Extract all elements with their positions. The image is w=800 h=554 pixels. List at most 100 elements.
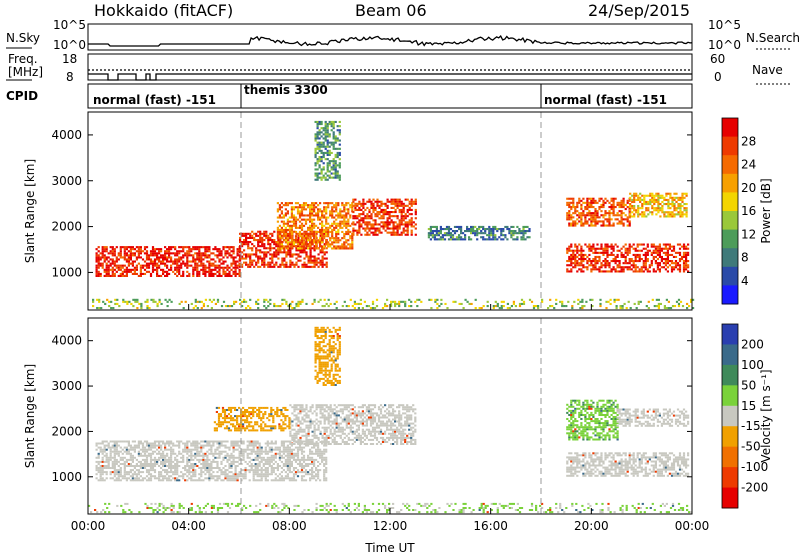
range-gate-cell xyxy=(260,469,263,472)
range-gate-cell xyxy=(656,266,659,269)
range-gate-cell xyxy=(117,440,120,443)
range-gate-cell xyxy=(270,465,273,467)
range-gate-cell xyxy=(668,264,671,267)
range-gate-cell xyxy=(251,247,254,250)
range-gate-cell xyxy=(97,272,100,275)
range-gate-cell xyxy=(162,477,165,480)
range-gate-cell xyxy=(97,264,100,267)
range-gate-cell xyxy=(600,262,603,265)
range-gate-cell xyxy=(400,215,403,218)
range-gate-cell xyxy=(656,247,659,250)
range-gate-cell xyxy=(566,264,569,267)
range-gate-cell xyxy=(320,141,323,144)
range-gate-cell xyxy=(182,454,185,457)
range-gate-cell xyxy=(396,229,399,232)
range-gate-cell xyxy=(121,463,124,465)
range-gate-cell xyxy=(356,217,359,220)
range-gate-cell xyxy=(572,216,575,219)
range-gate-cell xyxy=(360,219,363,222)
range-gate-cell xyxy=(455,236,459,239)
range-gate-cell xyxy=(153,258,157,261)
range-gate-cell xyxy=(143,450,147,453)
range-gate-cell xyxy=(636,249,639,252)
range-gate-cell xyxy=(125,274,128,277)
range-gate-cell xyxy=(614,260,617,263)
range-gate-cell xyxy=(512,225,515,228)
range-gate-cell xyxy=(190,444,193,447)
range-gate-cell xyxy=(436,298,439,301)
nave-label: Nave xyxy=(752,63,783,77)
range-gate-cell xyxy=(460,230,463,233)
range-gate-cell xyxy=(212,477,215,480)
range-gate-cell xyxy=(196,258,199,261)
range-gate-cell xyxy=(172,465,175,467)
range-gate-cell xyxy=(394,198,397,201)
range-gate-cell xyxy=(347,224,350,227)
range-gate-cell xyxy=(245,253,248,256)
range-gate-cell xyxy=(174,268,177,271)
range-gate-cell xyxy=(241,243,244,246)
range-gate-cell xyxy=(249,257,252,260)
range-gate-cell xyxy=(262,456,265,459)
range-gate-cell xyxy=(324,172,327,175)
range-gate-cell xyxy=(510,305,513,308)
range-gate-cell xyxy=(194,463,197,465)
range-gate-cell xyxy=(241,305,244,308)
range-gate-cell xyxy=(109,440,112,443)
range-gate-cell xyxy=(676,262,680,265)
range-gate-cell xyxy=(210,450,213,453)
range-gate-cell xyxy=(345,204,348,207)
range-gate-cell xyxy=(337,204,340,207)
range-gate-cell xyxy=(445,234,449,237)
range-gate-cell xyxy=(115,448,118,451)
range-gate-cell xyxy=(186,260,189,263)
range-gate-cell xyxy=(685,247,688,250)
range-gate-cell xyxy=(232,252,235,255)
range-gate-cell xyxy=(311,265,314,268)
range-gate-cell xyxy=(656,264,659,267)
range-gate-cell xyxy=(180,266,183,269)
range-gate-cell xyxy=(125,479,128,482)
range-gate-cell xyxy=(113,262,116,265)
range-gate-cell xyxy=(314,172,317,175)
range-gate-cell xyxy=(594,212,597,215)
range-gate-cell xyxy=(174,272,177,275)
range-gate-cell xyxy=(643,215,646,218)
range-gate-cell xyxy=(164,456,167,459)
range-gate-cell xyxy=(631,211,634,214)
range-gate-cell xyxy=(658,253,661,256)
range-gate-cell xyxy=(263,298,266,301)
range-gate-cell xyxy=(294,230,298,233)
range-gate-cell xyxy=(594,262,597,265)
range-gate-cell xyxy=(147,258,151,261)
range-gate-cell xyxy=(325,233,328,236)
range-gate-cell xyxy=(198,454,201,457)
range-gate-cell xyxy=(608,245,611,248)
range-gate-cell xyxy=(412,202,415,205)
range-gate-cell xyxy=(192,469,195,472)
range-gate-cell xyxy=(228,248,231,251)
range-gate-cell xyxy=(216,298,220,301)
range-gate-cell xyxy=(206,442,209,445)
range-gate-cell xyxy=(98,307,101,310)
range-gate-cell xyxy=(101,264,104,267)
range-gate-cell xyxy=(208,467,211,469)
range-gate-cell xyxy=(156,448,159,451)
range-gate-cell xyxy=(178,440,181,443)
range-gate-cell xyxy=(464,236,467,239)
range-gate-cell xyxy=(675,213,678,216)
range-gate-cell xyxy=(206,460,209,463)
range-gate-cell xyxy=(248,448,251,451)
range-gate-cell xyxy=(125,458,128,461)
range-gate-cell xyxy=(305,230,308,233)
range-gate-cell xyxy=(341,222,344,225)
range-gate-cell xyxy=(588,260,591,263)
range-gate-cell xyxy=(123,467,126,469)
range-gate-cell xyxy=(631,207,634,210)
range-gate-cell xyxy=(488,225,491,228)
range-gate-cell xyxy=(368,229,371,232)
range-gate-cell xyxy=(600,203,603,206)
range-gate-cell xyxy=(238,262,241,265)
range-gate-cell xyxy=(281,257,284,260)
range-gate-cell xyxy=(164,469,167,472)
